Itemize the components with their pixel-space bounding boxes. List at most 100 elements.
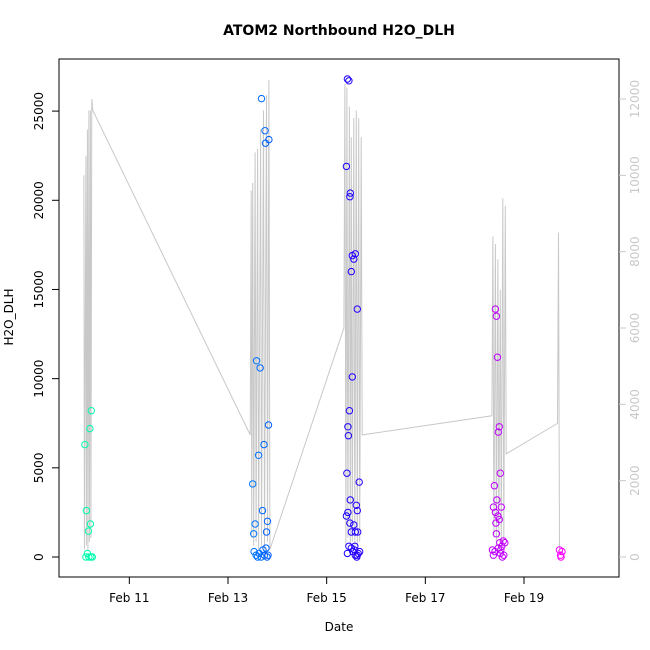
data-point-97 — [498, 553, 506, 561]
x-tick-label-0: Feb 11 — [109, 591, 149, 605]
y-tick-label-3: 15000 — [32, 270, 46, 308]
x-axis-label: Date — [325, 620, 354, 634]
y2-tick-label-0: 0 — [628, 553, 642, 561]
data-point-70 — [343, 549, 352, 558]
data-point-20 — [261, 127, 269, 135]
y-tick-label-4: 20000 — [32, 181, 46, 219]
y2-tick-label-2: 4000 — [628, 389, 642, 420]
data-point-56 — [344, 508, 352, 517]
data-point-88 — [496, 539, 504, 547]
data-point-99 — [496, 549, 504, 558]
data-point-57 — [346, 519, 354, 527]
data-point-23 — [263, 517, 272, 525]
data-point-22 — [262, 528, 271, 536]
data-point-60 — [351, 528, 359, 536]
x-tick-label-1: Feb 13 — [208, 591, 248, 605]
series-line — [83, 79, 560, 550]
data-point-72 — [353, 551, 361, 559]
data-point-37 — [343, 75, 352, 83]
data-point-61 — [354, 528, 362, 536]
data-point-53 — [352, 501, 360, 509]
data-point-5 — [86, 520, 95, 528]
y-tick-label-2: 10000 — [32, 360, 46, 398]
data-point-84 — [494, 512, 502, 520]
data-point-38 — [345, 77, 353, 85]
data-point-35 — [264, 551, 272, 559]
data-point-82 — [493, 496, 501, 504]
data-point-28 — [253, 553, 262, 561]
data-point-79 — [495, 423, 503, 431]
data-point-24 — [264, 421, 273, 429]
data-point-81 — [497, 503, 505, 511]
y2-tick-label-4: 8000 — [628, 236, 642, 267]
data-point-39 — [346, 193, 354, 201]
y-axis-label: H2O_DLH — [2, 288, 16, 345]
y2-tick-label-3: 6000 — [628, 313, 642, 344]
data-point-51 — [346, 496, 354, 504]
data-point-71 — [351, 542, 359, 550]
data-point-46 — [348, 373, 356, 381]
data-point-18 — [258, 506, 267, 515]
data-point-103 — [558, 547, 566, 556]
data-point-98 — [500, 551, 508, 559]
data-point-17 — [257, 94, 266, 103]
plot-frame — [58, 58, 620, 578]
data-point-26 — [250, 547, 258, 556]
data-point-1 — [82, 506, 91, 515]
data-point-36 — [342, 162, 351, 171]
data-point-0 — [81, 440, 89, 449]
data-point-44 — [351, 250, 359, 258]
data-point-94 — [489, 551, 498, 559]
y2-tick-label-5: 10000 — [628, 156, 642, 194]
data-point-15 — [254, 451, 263, 459]
x-axis-ticks: Feb 11 Feb 13 Feb 15 Feb 17 Feb 19 — [109, 577, 544, 605]
data-point-8 — [85, 553, 93, 561]
data-point-78 — [494, 428, 502, 436]
data-point-41 — [347, 267, 355, 276]
data-point-12 — [250, 530, 258, 538]
data-point-55 — [342, 512, 351, 520]
x-tick-label-3: Feb 17 — [405, 591, 445, 605]
scatter-points-layer — [81, 75, 566, 561]
data-point-91 — [499, 537, 507, 545]
data-point-16 — [256, 364, 264, 372]
y-tick-label-1: 5000 — [32, 453, 46, 484]
data-point-77 — [493, 353, 502, 361]
data-point-4 — [87, 407, 96, 415]
data-point-40 — [346, 189, 354, 197]
data-point-13 — [251, 520, 259, 528]
data-point-86 — [495, 515, 503, 524]
data-point-58 — [350, 521, 358, 529]
data-point-102 — [557, 553, 565, 561]
data-point-19 — [260, 440, 268, 449]
data-point-25 — [265, 135, 273, 144]
data-point-2 — [84, 527, 93, 535]
data-point-52 — [355, 478, 363, 486]
data-point-49 — [344, 432, 353, 440]
data-point-80 — [496, 469, 504, 477]
data-point-50 — [343, 469, 351, 477]
data-point-10 — [88, 553, 97, 561]
y2-tick-label-6: 12000 — [628, 80, 642, 118]
data-point-47 — [345, 407, 354, 415]
y-axis-ticks: 0 5000 10000 15000 20000 25000 — [32, 92, 59, 561]
data-point-14 — [252, 357, 261, 365]
data-point-45 — [353, 305, 361, 313]
x-tick-label-2: Feb 15 — [306, 591, 346, 605]
chart-title: ATOM2 Northbound H2O_DLH — [223, 23, 455, 39]
data-point-11 — [249, 480, 257, 488]
data-point-75 — [491, 305, 500, 313]
y2-tick-label-1: 2000 — [628, 465, 642, 496]
y2-axis-ticks: 0 2000 4000 6000 8000 10000 12000 — [619, 80, 642, 561]
x-tick-label-4: Feb 19 — [504, 591, 544, 605]
data-point-34 — [263, 553, 271, 561]
data-point-33 — [262, 544, 270, 552]
data-point-74 — [490, 482, 499, 490]
y-tick-label-0: 0 — [32, 553, 46, 561]
data-point-3 — [86, 424, 94, 433]
data-point-43 — [350, 255, 358, 263]
data-point-92 — [501, 539, 509, 547]
data-point-87 — [492, 530, 501, 538]
data-point-48 — [344, 423, 352, 431]
